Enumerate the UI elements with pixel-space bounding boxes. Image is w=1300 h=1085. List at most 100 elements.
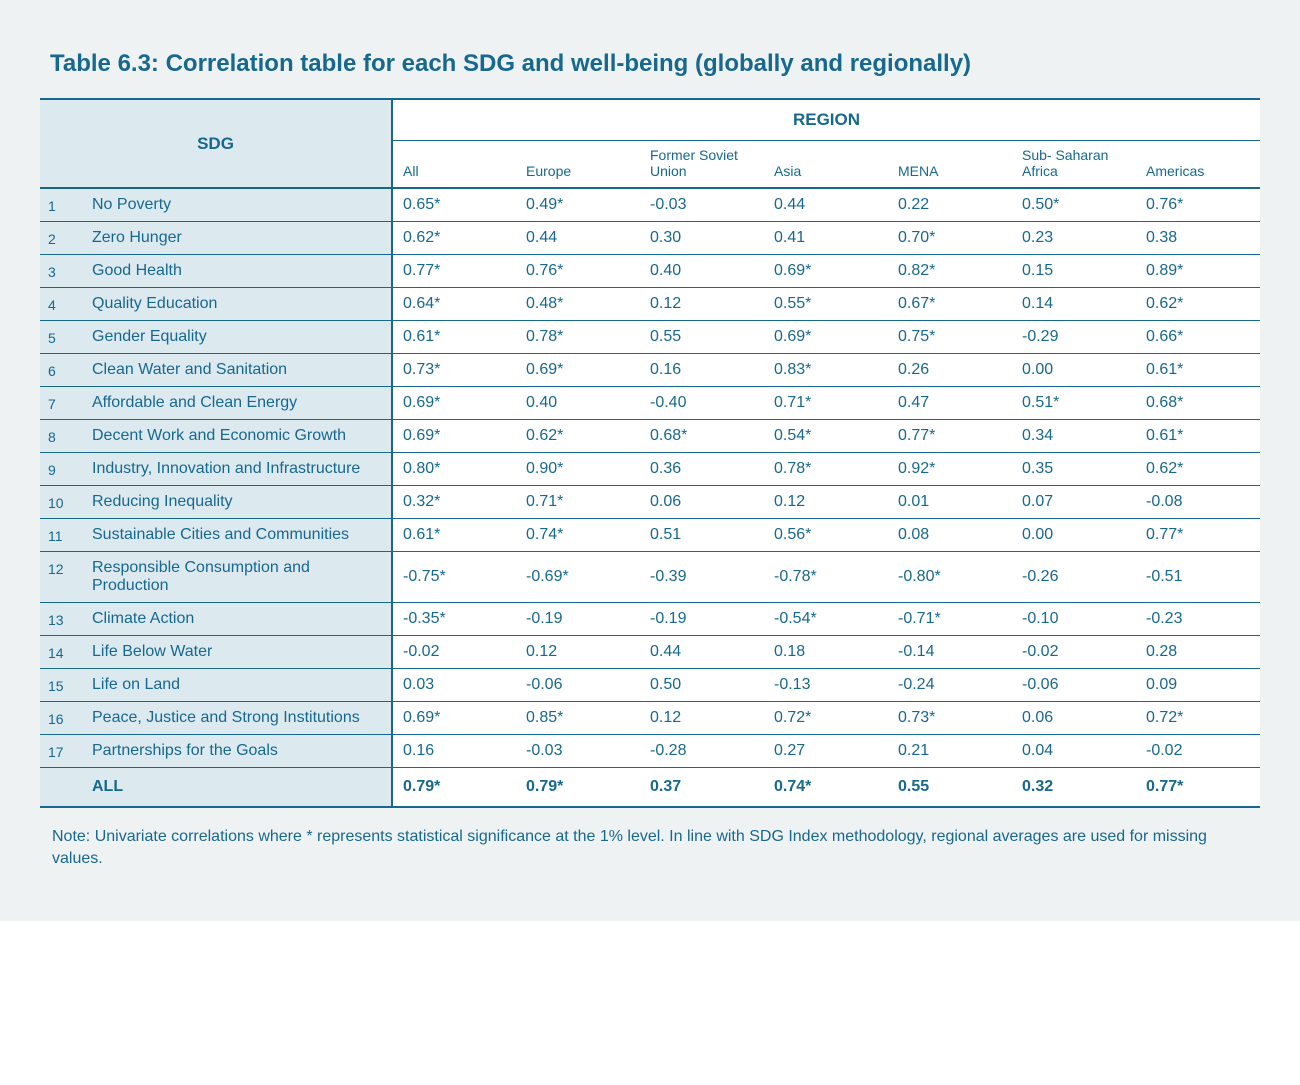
cell-value: 0.76* (516, 255, 640, 288)
cell-value: 0.12 (516, 636, 640, 669)
cell-value: 0.28 (1136, 636, 1260, 669)
cell-value: 0.89* (1136, 255, 1260, 288)
cell-value: 0.55 (888, 768, 1012, 808)
table-row: 7Affordable and Clean Energy0.69*0.40-0.… (40, 387, 1260, 420)
cell-value: 0.85* (516, 702, 640, 735)
col-mena: MENA (888, 141, 1012, 189)
row-number: 8 (40, 420, 82, 453)
cell-value: 0.21 (888, 735, 1012, 768)
table-title: Table 6.3: Correlation table for each SD… (50, 50, 1250, 78)
cell-value: -0.03 (640, 188, 764, 222)
cell-value: -0.28 (640, 735, 764, 768)
cell-value: 0.18 (764, 636, 888, 669)
table-row: 1No Poverty0.65*0.49*-0.030.440.220.50*0… (40, 188, 1260, 222)
cell-value: 0.78* (516, 321, 640, 354)
cell-value: 0.49* (516, 188, 640, 222)
col-asia: Asia (764, 141, 888, 189)
row-number: 11 (40, 519, 82, 552)
cell-value: 0.44 (640, 636, 764, 669)
cell-value: -0.29 (1012, 321, 1136, 354)
cell-value: 0.01 (888, 486, 1012, 519)
row-number: 1 (40, 188, 82, 222)
table-row: 8Decent Work and Economic Growth0.69*0.6… (40, 420, 1260, 453)
cell-value: 0.16 (392, 735, 516, 768)
col-americas: Americas (1136, 141, 1260, 189)
cell-value: -0.51 (1136, 552, 1260, 603)
row-number: 5 (40, 321, 82, 354)
table-row: 12Responsible Consumption and Production… (40, 552, 1260, 603)
row-number: 7 (40, 387, 82, 420)
cell-value: -0.24 (888, 669, 1012, 702)
table-row: 6Clean Water and Sanitation0.73*0.69*0.1… (40, 354, 1260, 387)
row-number: 2 (40, 222, 82, 255)
row-label: Life on Land (82, 669, 392, 702)
table-row: 9Industry, Innovation and Infrastructure… (40, 453, 1260, 486)
cell-value: 0.12 (764, 486, 888, 519)
cell-value: 0.92* (888, 453, 1012, 486)
col-fsu: Former Soviet Union (640, 141, 764, 189)
row-number: 12 (40, 552, 82, 603)
table-row-all: ALL0.79*0.79*0.370.74*0.550.320.77* (40, 768, 1260, 808)
cell-value: 0.00 (1012, 519, 1136, 552)
cell-value: 0.62* (516, 420, 640, 453)
cell-value: 0.50* (1012, 188, 1136, 222)
cell-value: 0.80* (392, 453, 516, 486)
row-label: Decent Work and Economic Growth (82, 420, 392, 453)
row-label: Gender Equality (82, 321, 392, 354)
row-label: Partnerships for the Goals (82, 735, 392, 768)
row-label: No Poverty (82, 188, 392, 222)
table-row: 13Climate Action-0.35*-0.19-0.19-0.54*-0… (40, 603, 1260, 636)
cell-value: 0.72* (764, 702, 888, 735)
table-note: Note: Univariate correlations where * re… (52, 826, 1248, 871)
cell-value: 0.30 (640, 222, 764, 255)
cell-value: 0.70* (888, 222, 1012, 255)
row-number: 15 (40, 669, 82, 702)
table-row: 15Life on Land0.03-0.060.50-0.13-0.24-0.… (40, 669, 1260, 702)
cell-value: 0.06 (640, 486, 764, 519)
col-europe: Europe (516, 141, 640, 189)
cell-value: -0.80* (888, 552, 1012, 603)
cell-value: -0.23 (1136, 603, 1260, 636)
cell-value: 0.48* (516, 288, 640, 321)
row-number: 16 (40, 702, 82, 735)
cell-value: -0.71* (888, 603, 1012, 636)
cell-value: -0.13 (764, 669, 888, 702)
cell-value: 0.55 (640, 321, 764, 354)
cell-value: -0.06 (1012, 669, 1136, 702)
cell-value: 0.41 (764, 222, 888, 255)
cell-value: 0.37 (640, 768, 764, 808)
row-label: Sustainable Cities and Communities (82, 519, 392, 552)
cell-value: 0.26 (888, 354, 1012, 387)
cell-value: 0.73* (888, 702, 1012, 735)
cell-value: -0.03 (516, 735, 640, 768)
row-number: 13 (40, 603, 82, 636)
cell-value: 0.66* (1136, 321, 1260, 354)
cell-value: 0.69* (764, 321, 888, 354)
cell-value: 0.64* (392, 288, 516, 321)
cell-value: 0.12 (640, 702, 764, 735)
cell-value: 0.23 (1012, 222, 1136, 255)
cell-value: -0.78* (764, 552, 888, 603)
row-label: Responsible Consumption and Production (82, 552, 392, 603)
cell-value: -0.08 (1136, 486, 1260, 519)
row-number (40, 768, 82, 808)
table-row: 3Good Health0.77*0.76*0.400.69*0.82*0.15… (40, 255, 1260, 288)
cell-value: 0.38 (1136, 222, 1260, 255)
cell-value: -0.02 (392, 636, 516, 669)
row-label: Good Health (82, 255, 392, 288)
cell-value: 0.76* (1136, 188, 1260, 222)
cell-value: 0.55* (764, 288, 888, 321)
row-label: Quality Education (82, 288, 392, 321)
cell-value: 0.69* (392, 702, 516, 735)
cell-value: 0.40 (640, 255, 764, 288)
cell-value: 0.79* (516, 768, 640, 808)
cell-value: -0.14 (888, 636, 1012, 669)
col-ssa: Sub- Saharan Africa (1012, 141, 1136, 189)
cell-value: 0.68* (1136, 387, 1260, 420)
cell-value: -0.10 (1012, 603, 1136, 636)
table-row: 4Quality Education0.64*0.48*0.120.55*0.6… (40, 288, 1260, 321)
sdg-header: SDG (40, 99, 392, 188)
row-label: Life Below Water (82, 636, 392, 669)
table-body: 1No Poverty0.65*0.49*-0.030.440.220.50*0… (40, 188, 1260, 807)
cell-value: 0.00 (1012, 354, 1136, 387)
